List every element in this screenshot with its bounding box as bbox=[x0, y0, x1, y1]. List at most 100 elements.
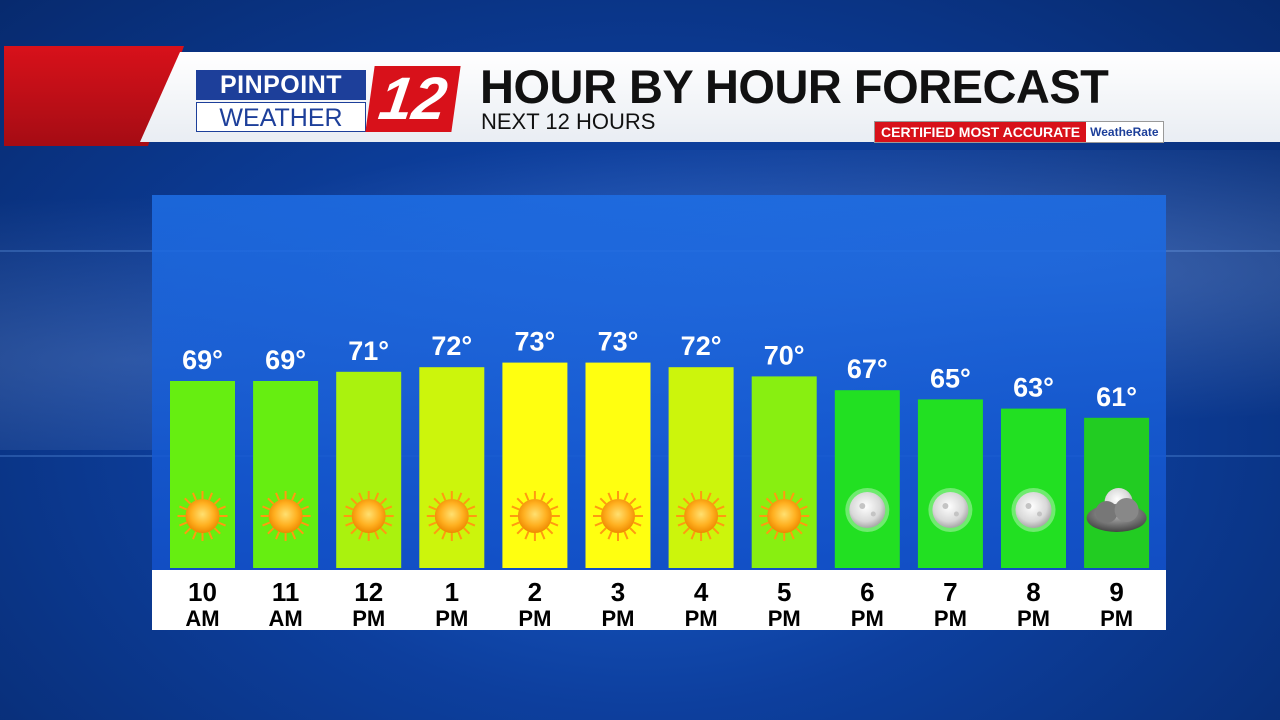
sun-ray bbox=[760, 521, 769, 527]
ampm-label: PM bbox=[518, 606, 551, 631]
sun-icon bbox=[676, 491, 727, 541]
station-logo: PINPOINT WEATHER 12 bbox=[194, 65, 461, 132]
sun-ray bbox=[275, 531, 281, 540]
sun-ray bbox=[428, 505, 437, 511]
sun-ray bbox=[690, 492, 696, 501]
sun-ray bbox=[433, 497, 441, 505]
sun-ray bbox=[607, 492, 613, 501]
hour-label: 7 bbox=[943, 577, 957, 607]
sun-ray bbox=[690, 531, 696, 540]
hour-labels-strip bbox=[152, 570, 1166, 630]
temperature-label: 65° bbox=[930, 363, 971, 393]
sun-ray bbox=[594, 521, 603, 527]
hour-label: 5 bbox=[777, 577, 791, 607]
sun-icon bbox=[593, 491, 643, 541]
ampm-label: PM bbox=[602, 606, 635, 631]
sun-ray bbox=[540, 492, 546, 501]
sun-ray bbox=[184, 527, 192, 535]
sun-ray bbox=[760, 505, 769, 511]
sun-ray bbox=[799, 521, 808, 527]
temperature-label: 61° bbox=[1096, 382, 1137, 412]
cloud-puff bbox=[1114, 498, 1139, 522]
sun-ray bbox=[208, 492, 213, 501]
sun-ray bbox=[511, 521, 520, 527]
sun-ray bbox=[550, 521, 559, 527]
moon-icon bbox=[928, 488, 973, 532]
sun-disc bbox=[601, 499, 635, 533]
temperature-label: 63° bbox=[1013, 373, 1054, 403]
header-banner: PINPOINT WEATHER 12 HOUR BY HOUR FORECAS… bbox=[0, 44, 1280, 148]
certification-badge: CERTIFIED MOST ACCURATE WeatheRate bbox=[874, 121, 1164, 143]
sun-ray bbox=[716, 521, 725, 527]
sun-ray bbox=[441, 531, 447, 540]
temperature-label: 73° bbox=[514, 327, 555, 357]
ampm-label: PM bbox=[685, 606, 718, 631]
sun-disc bbox=[684, 499, 719, 533]
sun-ray bbox=[550, 505, 559, 511]
sun-ray bbox=[712, 497, 720, 505]
sun-ray bbox=[607, 531, 613, 540]
sun-ray bbox=[716, 505, 725, 511]
hour-label: 6 bbox=[860, 577, 874, 607]
hour-label: 9 bbox=[1109, 577, 1123, 607]
sun-ray bbox=[765, 497, 773, 505]
sun-ray bbox=[184, 497, 192, 505]
moon-icon bbox=[845, 488, 890, 532]
ampm-label: PM bbox=[1100, 606, 1133, 631]
moon-crater bbox=[870, 511, 876, 517]
temperature-label: 72° bbox=[431, 331, 472, 361]
sun-ray bbox=[300, 505, 310, 511]
sun-ray bbox=[296, 497, 304, 505]
sun-ray bbox=[546, 497, 554, 505]
sun-disc bbox=[517, 499, 552, 533]
hour-label: 8 bbox=[1026, 577, 1040, 607]
sun-disc bbox=[351, 499, 386, 533]
temperature-label: 72° bbox=[681, 331, 722, 361]
sun-ray bbox=[300, 521, 310, 527]
hour-label: 1 bbox=[445, 577, 459, 607]
sun-ray bbox=[677, 505, 686, 511]
ampm-label: AM bbox=[185, 606, 219, 631]
sun-ray bbox=[682, 527, 690, 535]
sun-ray bbox=[516, 497, 524, 505]
temperature-label: 70° bbox=[764, 340, 805, 370]
sun-ray bbox=[633, 521, 642, 527]
sun-icon bbox=[426, 491, 477, 541]
moon-disc bbox=[1015, 492, 1052, 528]
sun-ray bbox=[682, 497, 690, 505]
sun-ray bbox=[433, 527, 441, 535]
sun-ray bbox=[540, 531, 546, 540]
temperature-label: 69° bbox=[265, 345, 306, 375]
sun-ray bbox=[623, 531, 629, 540]
sun-ray bbox=[262, 505, 271, 511]
sun-ray bbox=[345, 505, 354, 511]
sun-ray bbox=[192, 492, 197, 501]
sun-ray bbox=[795, 527, 803, 535]
chart-panel bbox=[152, 195, 1166, 570]
sun-ray bbox=[599, 527, 607, 535]
sun-ray bbox=[275, 492, 281, 501]
ampm-label: PM bbox=[352, 606, 385, 631]
sun-icon bbox=[509, 491, 560, 541]
sun-ray bbox=[267, 497, 275, 505]
logo-pinpoint-text: PINPOINT bbox=[196, 70, 366, 100]
sun-ray bbox=[374, 492, 380, 501]
hour-label: 3 bbox=[611, 577, 625, 607]
moon-crater bbox=[942, 503, 949, 509]
sun-ray bbox=[267, 527, 275, 535]
sun-ray bbox=[629, 497, 637, 505]
temperature-bar bbox=[834, 390, 900, 568]
hour-label: 12 bbox=[354, 577, 383, 607]
sun-ray bbox=[599, 497, 607, 505]
sun-ray bbox=[217, 521, 226, 527]
temperature-bar bbox=[1001, 408, 1066, 568]
sun-ray bbox=[789, 492, 795, 501]
ampm-label: PM bbox=[435, 606, 468, 631]
page-subtitle: NEXT 12 HOURS bbox=[481, 109, 656, 134]
sun-ray bbox=[623, 492, 629, 501]
sun-ray bbox=[179, 521, 188, 527]
sun-ray bbox=[516, 527, 524, 535]
sun-ray bbox=[384, 505, 393, 511]
sun-ray bbox=[441, 492, 447, 501]
